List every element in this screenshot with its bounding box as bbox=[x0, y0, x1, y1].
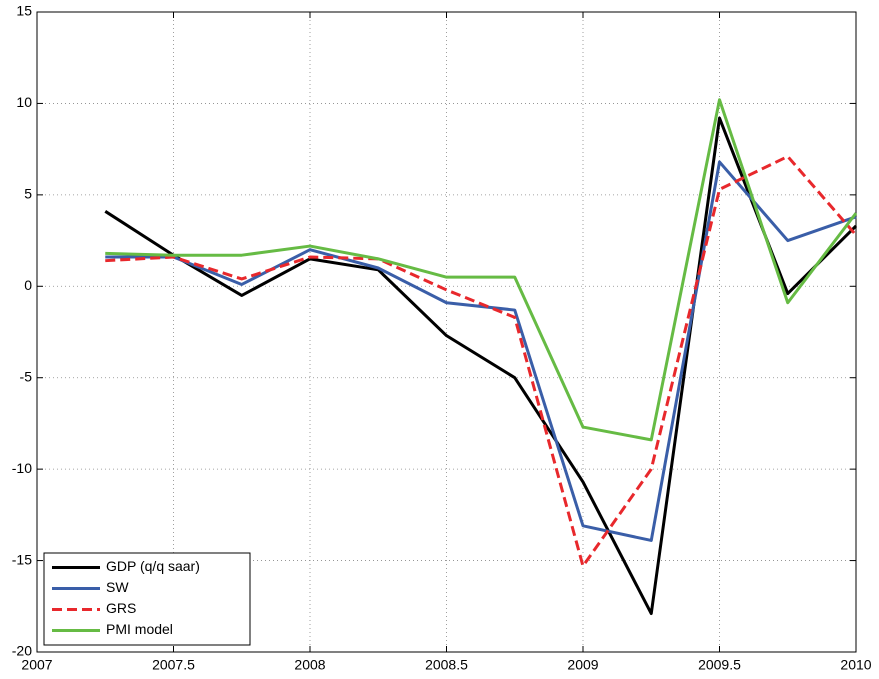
x-tick-label: 2010 bbox=[840, 657, 871, 673]
y-tick-label: 5 bbox=[24, 186, 32, 202]
y-tick-label: 15 bbox=[16, 3, 32, 19]
series-line bbox=[105, 98, 858, 442]
y-tick-label: -15 bbox=[12, 551, 32, 567]
x-tick-label: 2009.5 bbox=[698, 657, 741, 673]
y-tick-label: -5 bbox=[20, 368, 33, 384]
legend-label: GRS bbox=[106, 600, 136, 616]
x-tick-label: 2009 bbox=[567, 657, 598, 673]
y-tick-label: 10 bbox=[16, 94, 32, 110]
x-tick-label: 2008 bbox=[294, 657, 325, 673]
plot-frame bbox=[36, 11, 857, 653]
series-line bbox=[105, 154, 858, 568]
legend-label: PMI model bbox=[106, 621, 173, 637]
legend-label: SW bbox=[106, 579, 129, 595]
y-tick-label: 0 bbox=[24, 277, 32, 293]
series-line bbox=[105, 160, 857, 542]
x-tick-label: 2007.5 bbox=[152, 657, 195, 673]
legend-label: GDP (q/q saar) bbox=[106, 558, 200, 574]
series-line bbox=[104, 116, 858, 616]
y-tick-label: -20 bbox=[12, 643, 32, 659]
y-tick-label: -10 bbox=[12, 460, 32, 476]
x-tick-label: 2007 bbox=[21, 657, 52, 673]
x-tick-label: 2008.5 bbox=[425, 657, 468, 673]
